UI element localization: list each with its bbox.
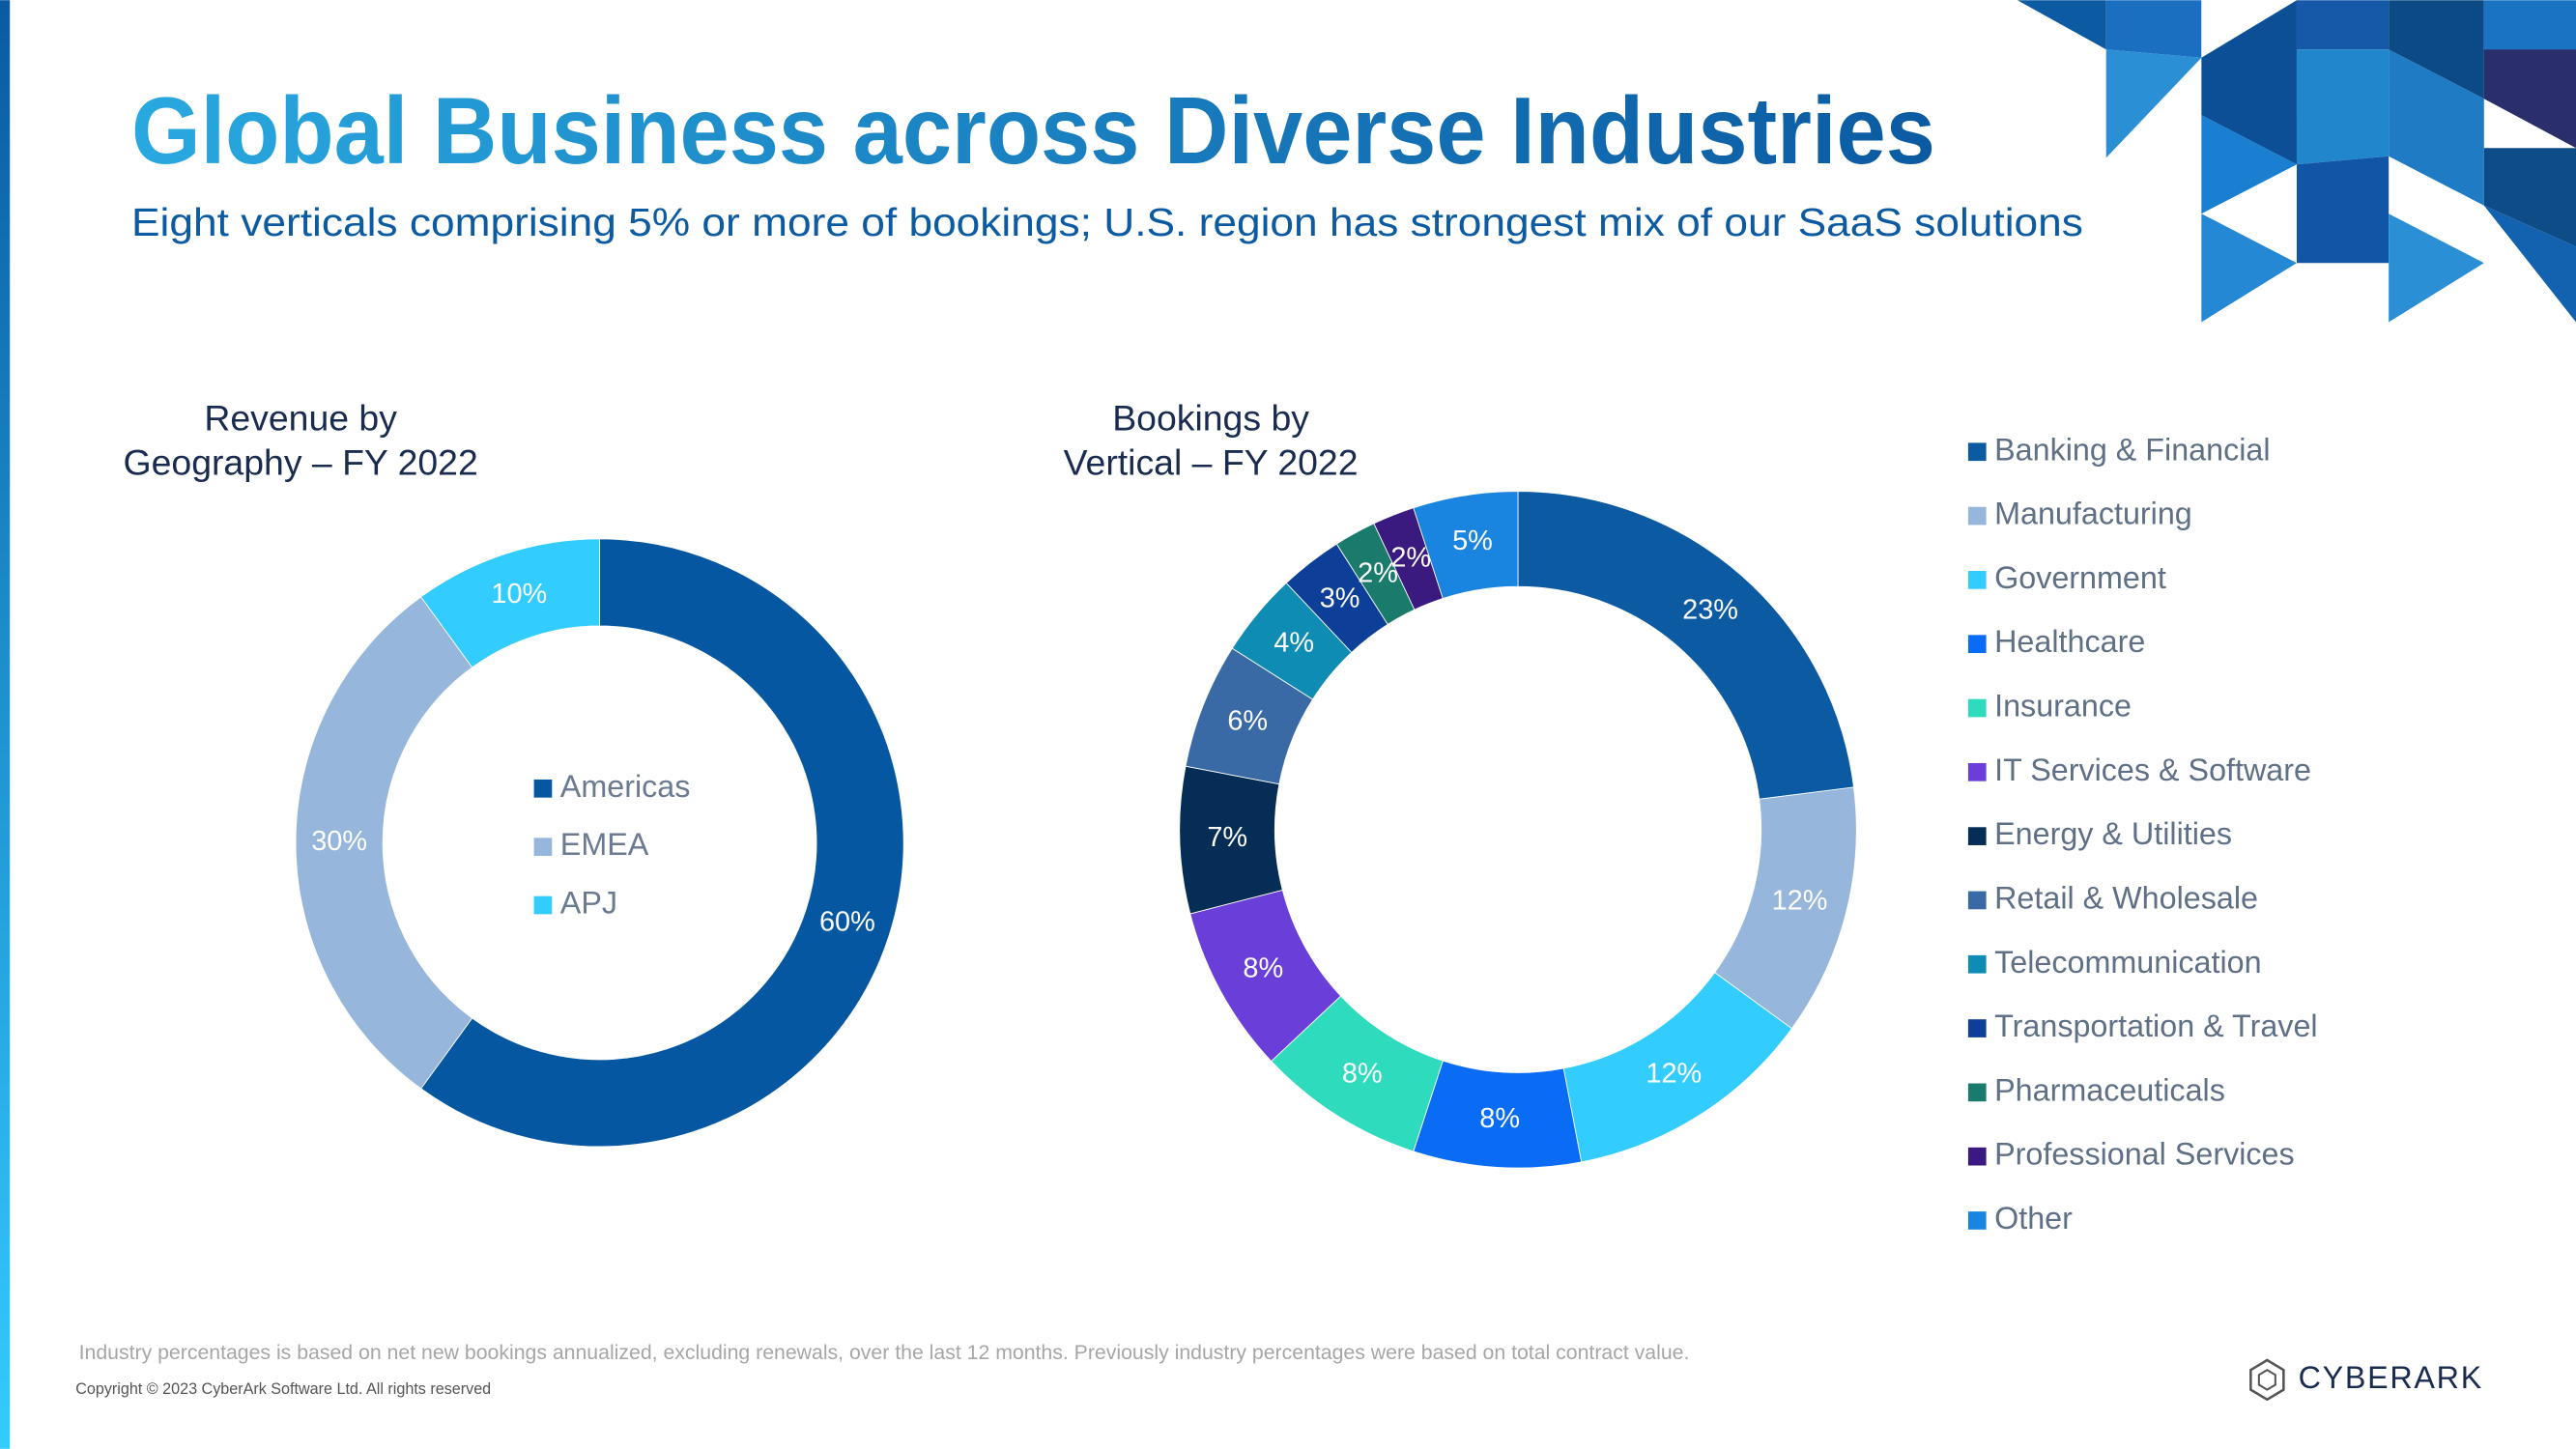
legend-label: EMEA (560, 827, 649, 862)
legend-swatch (1967, 1083, 1987, 1102)
legend-label: Telecommunication (1994, 945, 2261, 980)
legend-swatch (1967, 1211, 1987, 1230)
legend-label: IT Services & Software (1994, 753, 2311, 787)
legend-swatch (1967, 571, 1987, 589)
slice-label: 8% (1243, 952, 1283, 983)
slice-label: 23% (1682, 595, 1738, 626)
slice-label: 8% (1342, 1059, 1383, 1090)
legend-label: Energy & Utilities (1994, 816, 2232, 851)
legend-label: Healthcare (1994, 624, 2145, 659)
chart-title: Bookings by Vertical – FY 2022 (1064, 397, 1359, 482)
slice-label: 12% (1646, 1059, 1702, 1090)
legend-label: Manufacturing (1994, 497, 2192, 531)
slice-label: 2% (1390, 543, 1431, 574)
chart-title: Revenue by Geography – FY 2022 (124, 397, 478, 482)
slice-label: 60% (819, 906, 875, 937)
legend-swatch (1967, 891, 1987, 910)
donut-slice (295, 596, 473, 1090)
legend-label: Pharmaceuticals (1994, 1072, 2225, 1107)
slice-label: 12% (1772, 885, 1828, 916)
legend-swatch (1967, 442, 1987, 462)
slice-label: 2% (1358, 558, 1398, 589)
legend-swatch (1967, 506, 1987, 526)
donut-slice (1413, 491, 1519, 600)
slice-label: 6% (1227, 706, 1268, 737)
legend-swatch (1967, 635, 1987, 654)
slice-label: 7% (1207, 822, 1247, 853)
slice-label: 4% (1274, 628, 1314, 659)
legend-swatch (1967, 954, 1987, 974)
donut-slice (420, 538, 904, 1148)
subtitle: Eight verticals comprising 5% or more of… (131, 200, 2083, 244)
legend-swatch (1967, 762, 1987, 781)
legend-label: Retail & Wholesale (1994, 880, 2258, 915)
logo-mark (2249, 1358, 2285, 1402)
legend-swatch (1967, 1019, 1987, 1037)
legend-swatch (1967, 827, 1987, 845)
legend-swatch (1967, 698, 1987, 718)
legend-label: Banking & Financial (1994, 432, 2270, 467)
title: Global Business across Diverse Industrie… (131, 77, 1935, 184)
legend-label: Americas (560, 769, 691, 804)
side-bar (0, 0, 11, 1449)
footnote: Industry percentages is based on net new… (79, 1341, 1690, 1364)
legend-label: APJ (560, 886, 617, 921)
donut-slice (420, 538, 601, 668)
slice-label: 5% (1452, 526, 1493, 556)
legend-label: Insurance (1994, 689, 2132, 724)
slice-label: 30% (311, 826, 367, 857)
slice-label: 8% (1479, 1103, 1520, 1134)
legend-swatch (533, 838, 553, 857)
legend-label: Government (1994, 560, 2166, 595)
slice-label: 10% (491, 579, 547, 610)
donut-slice (1517, 491, 1855, 800)
corner-decoration (2017, 0, 2576, 323)
legend-swatch (533, 895, 553, 915)
legend-label: Other (1994, 1201, 2073, 1236)
slice-label: 3% (1320, 583, 1360, 614)
legend-swatch (1967, 1147, 1987, 1166)
legend-label: Transportation & Travel (1994, 1009, 2317, 1043)
logo: CYBERARK (2299, 1360, 2483, 1395)
legend-swatch (533, 779, 553, 798)
copyright: Copyright © 2023 CyberArk Software Ltd. … (75, 1380, 491, 1398)
legend-label: Professional Services (1994, 1137, 2295, 1172)
